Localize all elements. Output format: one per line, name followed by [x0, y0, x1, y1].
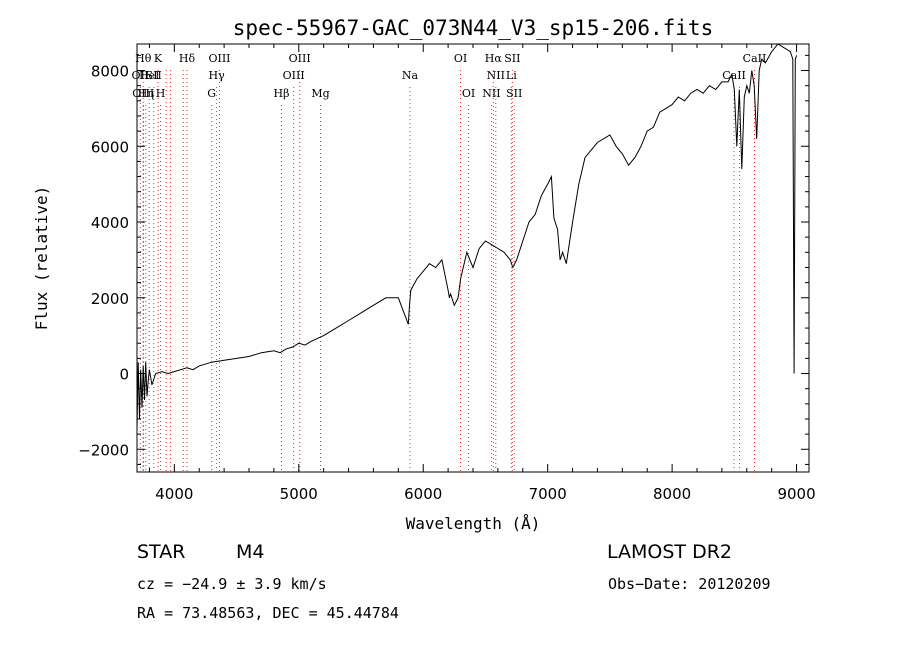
- y-tick-label: 8000: [91, 63, 129, 81]
- x-tick-label: 9000: [777, 485, 815, 503]
- x-tick-label: 4000: [155, 485, 193, 503]
- spectral-line-label: OIII: [289, 52, 311, 65]
- spectral-line-label: OII: [132, 69, 150, 82]
- spectral-line-label: Mg: [311, 87, 329, 100]
- y-tick-label: −2000: [78, 441, 129, 459]
- coordinates: RA = 73.48563, DEC = 45.44784: [137, 604, 399, 622]
- spectral-line-label: Hη: [138, 87, 154, 100]
- spectral-line-label: SII: [506, 87, 522, 100]
- y-tick-label: 2000: [91, 290, 129, 308]
- x-tick-label: 6000: [404, 485, 442, 503]
- spectral-line-label: OIII: [208, 52, 230, 65]
- spectral-line-label: G: [207, 87, 216, 100]
- spectral-line-label: SII: [504, 52, 520, 65]
- y-axis-label: Flux (relative): [32, 186, 51, 331]
- spectral-line-label: OIII: [132, 87, 154, 100]
- spectral-line-label: H: [156, 87, 166, 100]
- spectral-line-label: Hα: [485, 52, 503, 65]
- spectral-line-label: Hγ: [209, 69, 226, 82]
- spectral-line-label: Hθ: [135, 52, 152, 65]
- spectral-line-label: NII: [487, 69, 505, 82]
- axis-ticks: 4000 5000 6000 7000 8000 9000 −2000 0 2000 4000 60…: [78, 44, 816, 503]
- spectral-line-label: Hδ: [179, 52, 196, 65]
- spectral-line-label: OI: [454, 52, 467, 65]
- object-subclass: M4: [236, 541, 265, 563]
- y-tick-label: 4000: [91, 214, 129, 232]
- x-axis-label: Wavelength (Å): [406, 514, 541, 533]
- spectral-line-label: CaII: [743, 52, 767, 65]
- spectral-line-label: Hβ: [274, 87, 290, 100]
- spectral-line-markers: [139, 70, 755, 472]
- x-tick-label: 7000: [529, 485, 567, 503]
- x-tick-label: 8000: [653, 485, 691, 503]
- plot-frame: [136, 43, 810, 473]
- spectrum-series-line: [136, 43, 798, 431]
- object-class: STAR: [137, 541, 186, 563]
- observation-date: Obs−Date: 20120209: [608, 575, 771, 593]
- spectral-line-label: Li: [506, 69, 517, 82]
- spectral-line-label: SII: [146, 69, 162, 82]
- spectral-line-label: HeI: [139, 69, 159, 82]
- spectral-line-label: OIII: [283, 69, 305, 82]
- redshift-velocity: cz = −24.9 ± 3.9 km/s: [137, 575, 327, 593]
- survey-name: LAMOST DR2: [607, 541, 732, 563]
- spectral-line-label: OI: [462, 87, 475, 100]
- y-tick-label: 6000: [91, 138, 129, 156]
- x-tick-label: 5000: [280, 485, 318, 503]
- chart-title: spec-55967-GAC_073N44_V3_sp15-206.fits: [233, 16, 713, 40]
- spectral-line-label: Na: [402, 69, 419, 82]
- spectral-line-labels: OIIHθOIIIHηHeISIIKHHδGHγOIIIHβOIIIOIIIMg…: [132, 52, 767, 100]
- y-tick-label: 0: [119, 366, 129, 384]
- spectral-line-label: K: [154, 52, 163, 65]
- spectral-line-label: CaII: [722, 69, 746, 82]
- spectral-line-label: NII: [482, 87, 500, 100]
